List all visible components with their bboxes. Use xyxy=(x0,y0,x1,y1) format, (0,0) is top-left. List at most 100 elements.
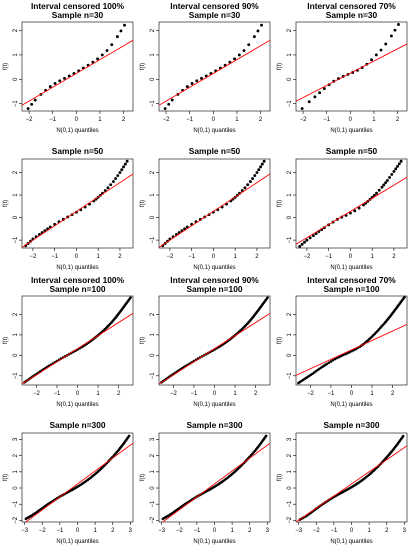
plot-frame xyxy=(158,21,271,112)
qq-reference-line xyxy=(159,39,270,106)
x-tick-label: 3 xyxy=(129,528,133,534)
qq-reference-line xyxy=(296,324,407,376)
qq-point xyxy=(401,434,405,438)
x-tick-label: 0 xyxy=(213,391,217,397)
x-tick-label: −3 xyxy=(295,528,303,534)
panel-title-line-2: Sample n=30 xyxy=(52,10,104,20)
qq-point xyxy=(346,351,349,355)
panel-title-line-1: Sample n=50 xyxy=(52,146,104,156)
qq-point xyxy=(305,238,309,242)
x-axis-label: N(0,1) quantiles xyxy=(56,539,98,545)
x-tick-label: −1 xyxy=(330,528,338,534)
panel-title-line-1: Interval censored 90% xyxy=(170,1,259,11)
qq-point xyxy=(105,49,109,52)
x-tick-label: −1 xyxy=(51,254,59,260)
x-tick-label: 0 xyxy=(212,117,216,123)
qq-point xyxy=(396,164,399,168)
qq-point xyxy=(252,35,256,39)
qq-point xyxy=(200,76,203,80)
x-tick-label: 0 xyxy=(350,391,354,397)
qq-point xyxy=(247,43,251,47)
x-tick-label: −1 xyxy=(328,391,336,397)
qq-point xyxy=(375,191,378,195)
x-tick-label: 1 xyxy=(370,391,374,397)
x-tick-label: 1 xyxy=(98,117,102,123)
y-axis-label: f(t) xyxy=(277,63,283,70)
qq-point xyxy=(322,87,326,91)
x-axis-label: N(0,1) quantiles xyxy=(193,402,235,408)
x-tick-label: 0 xyxy=(75,117,79,123)
qq-point xyxy=(393,28,397,32)
x-tick-label: 2 xyxy=(254,391,258,397)
x-tick-label: 0 xyxy=(212,254,216,260)
y-tick-label: −2 xyxy=(287,516,293,524)
y-tick-label: 0 xyxy=(287,77,293,81)
qq-point xyxy=(325,362,329,366)
x-tick-label: −2 xyxy=(163,117,171,123)
qq-point xyxy=(353,209,357,213)
x-tick-label: 2 xyxy=(122,117,126,123)
qq-point xyxy=(331,358,335,362)
panel-title-line-1: Interval censored 90% xyxy=(170,275,259,285)
y-axis-label: f(t) xyxy=(140,200,146,207)
x-tick-label: −3 xyxy=(158,528,166,534)
x-tick-label: 2 xyxy=(396,117,400,123)
y-tick-label: −2 xyxy=(13,516,19,524)
qq-point xyxy=(123,23,126,27)
qq-point xyxy=(348,211,352,215)
x-tick-label: 1 xyxy=(96,391,100,397)
y-tick-label: 2 xyxy=(287,312,293,316)
panel-title-line-1: Sample n=50 xyxy=(189,146,241,156)
y-tick-label: 2 xyxy=(13,170,19,174)
y-tick-label: 0 xyxy=(287,353,293,357)
y-tick-label: 0 xyxy=(150,353,156,357)
qq-point xyxy=(30,102,34,106)
qq-point xyxy=(190,81,194,85)
qq-point xyxy=(237,53,241,57)
plot-frame xyxy=(295,295,408,386)
plot-frame xyxy=(21,21,134,112)
qq-point xyxy=(300,107,304,111)
plot-frame xyxy=(158,432,271,523)
qq-point xyxy=(63,76,66,80)
plot-frame xyxy=(295,432,408,523)
y-tick-label: 1 xyxy=(150,333,156,337)
x-axis-label: N(0,1) quantiles xyxy=(56,265,98,271)
qq-point xyxy=(255,171,259,174)
y-tick-label: 1 xyxy=(287,53,293,57)
qq-point xyxy=(264,434,268,438)
qq-point xyxy=(300,242,304,246)
x-tick-label: 0 xyxy=(75,254,79,260)
qq-reference-line xyxy=(296,445,407,522)
qq-point xyxy=(260,162,264,166)
plot-frame xyxy=(21,432,134,523)
y-tick-label: 1 xyxy=(287,470,293,474)
x-tick-label: 1 xyxy=(93,528,97,534)
qq-point xyxy=(116,174,120,177)
qq-reference-line xyxy=(22,313,133,385)
y-tick-label: 2 xyxy=(150,28,156,32)
x-tick-label: −3 xyxy=(21,528,29,534)
qq-point xyxy=(397,162,401,166)
x-axis-label: N(0,1) quantiles xyxy=(193,128,235,134)
y-tick-label: 1 xyxy=(287,333,293,337)
x-tick-label: 1 xyxy=(234,254,238,260)
x-axis-label: N(0,1) quantiles xyxy=(330,128,372,134)
y-tick-label: 1 xyxy=(13,193,19,197)
x-tick-label: 0 xyxy=(76,391,80,397)
qq-point xyxy=(266,296,269,299)
x-axis-label: N(0,1) quantiles xyxy=(56,402,98,408)
y-axis-label: f(t) xyxy=(3,63,9,70)
panel-title-line-2: Sample n=100 xyxy=(186,284,242,294)
qq-point xyxy=(370,58,374,62)
qq-point xyxy=(379,48,383,52)
qq-point xyxy=(185,85,189,89)
qq-point xyxy=(374,53,378,57)
y-tick-label: 0 xyxy=(13,353,19,357)
x-tick-label: −2 xyxy=(170,391,178,397)
x-tick-label: 2 xyxy=(392,254,396,260)
qq-point xyxy=(397,22,400,26)
y-tick-label: −1 xyxy=(150,372,156,380)
y-tick-label: 2 xyxy=(150,312,156,316)
y-tick-label: 2 xyxy=(13,453,19,457)
